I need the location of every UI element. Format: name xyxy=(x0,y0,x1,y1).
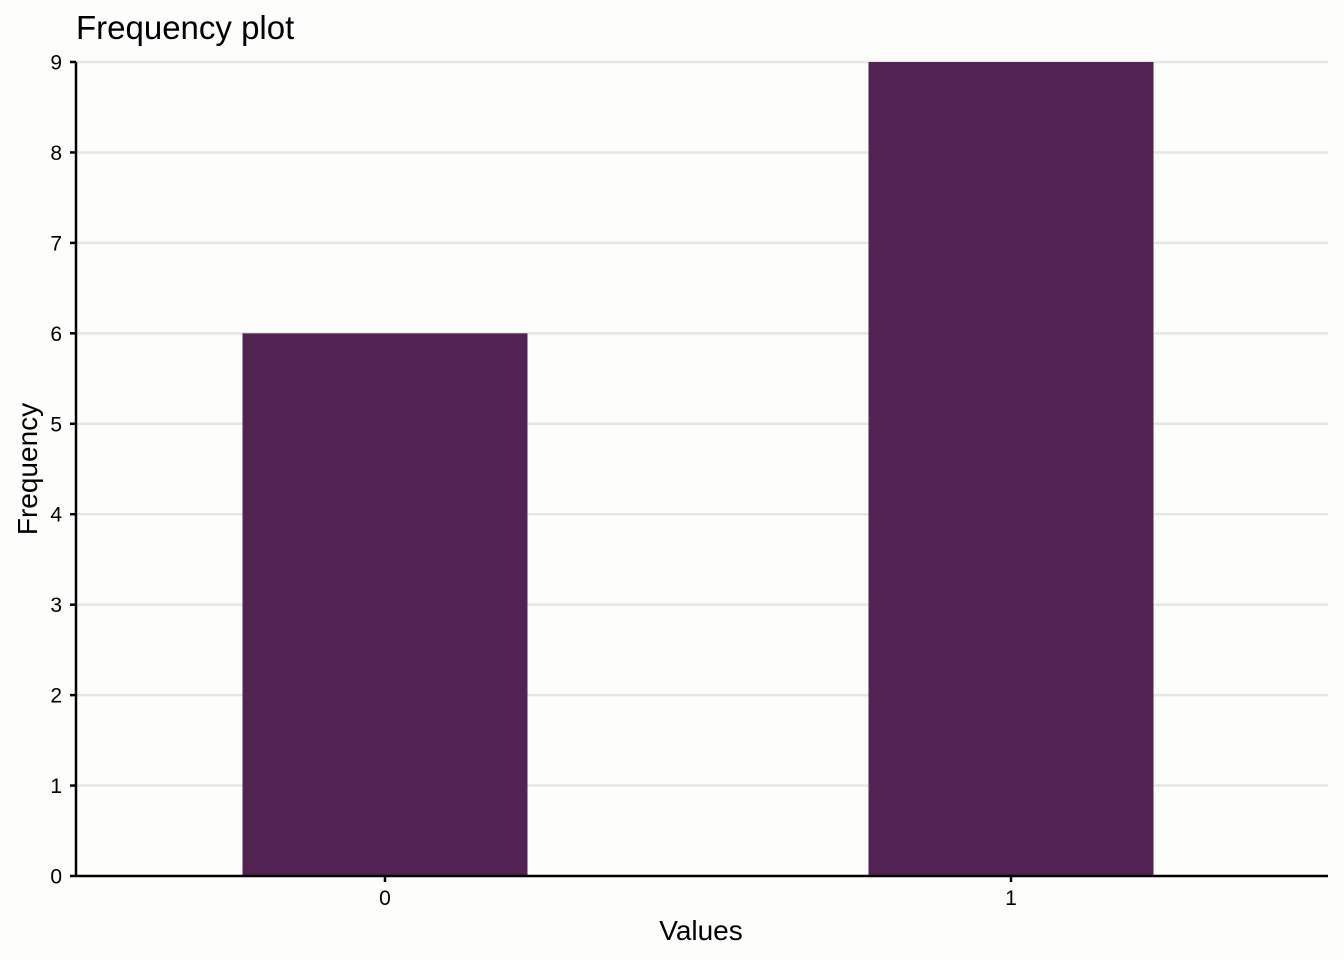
x-tick-label: 1 xyxy=(1005,887,1017,910)
tick-labels: 0 1 2 3 4 5 6 7 8 9 0 1 xyxy=(50,52,1017,911)
y-tick-label: 0 xyxy=(50,866,62,889)
y-axis-label: Frequency xyxy=(12,403,43,535)
axes xyxy=(70,60,1328,882)
x-axis-label: Values xyxy=(659,915,743,946)
bar-0 xyxy=(242,333,528,876)
y-tick-label: 8 xyxy=(50,142,62,165)
chart-title: Frequency plot xyxy=(76,9,294,46)
bars xyxy=(242,62,1154,876)
y-tick-label: 1 xyxy=(50,775,62,798)
y-tick-label: 5 xyxy=(50,413,62,436)
y-tick-label: 4 xyxy=(50,504,62,527)
y-tick-label: 9 xyxy=(50,52,62,75)
y-tick-label: 3 xyxy=(50,594,62,617)
y-tick-label: 7 xyxy=(50,232,62,255)
x-tick-label: 0 xyxy=(379,887,391,910)
bar-1 xyxy=(868,62,1154,876)
y-tick-label: 6 xyxy=(50,323,62,346)
y-tick-label: 2 xyxy=(50,685,62,708)
